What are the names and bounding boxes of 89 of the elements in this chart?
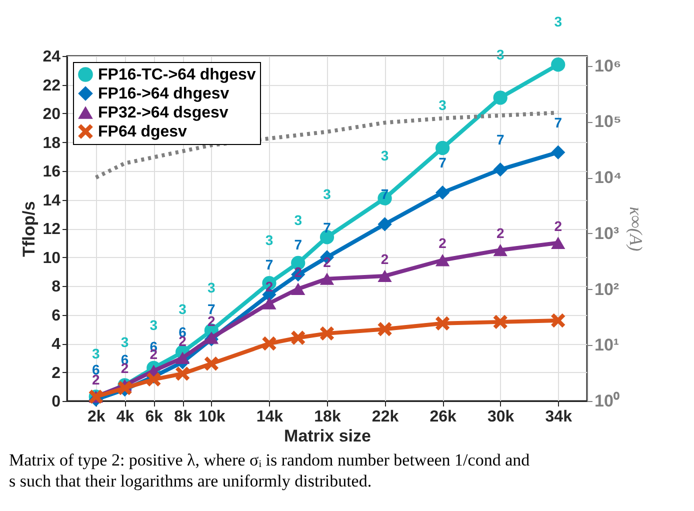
x-tick-label: 8k	[174, 408, 192, 426]
y2-tick-label: 10⁶	[594, 56, 622, 76]
point	[551, 58, 566, 72]
point	[262, 336, 276, 351]
point	[493, 244, 508, 256]
point	[320, 272, 334, 285]
point	[435, 254, 450, 266]
x-tick-label: 10k	[198, 408, 226, 426]
y-tick-label: 22	[42, 77, 61, 94]
point	[493, 314, 508, 330]
y2-tick-label: 10⁰	[594, 392, 620, 410]
x-tick-label: 2k	[87, 408, 106, 426]
annotation: 3	[294, 212, 302, 228]
point	[175, 366, 190, 381]
y-tick-label: 20	[42, 106, 61, 123]
point	[320, 326, 334, 341]
annotation: 2	[294, 264, 302, 280]
x-tick-label: 18k	[314, 408, 341, 426]
legend-label: FP16-TC->64 dhgesv	[98, 66, 256, 84]
x-tick-label: 34k	[545, 408, 572, 426]
annotation: 3	[92, 346, 100, 362]
y-tick-label: 10	[42, 250, 61, 267]
y2-tick-label: 10³	[594, 224, 620, 243]
x-tick-label: 30k	[487, 408, 514, 426]
y-tick-label: 4	[52, 336, 61, 353]
x-tick-label: 4k	[116, 408, 134, 426]
point	[378, 322, 392, 336]
y-tick-label: 8	[52, 278, 61, 296]
point	[378, 217, 392, 232]
point	[378, 270, 392, 282]
point	[493, 90, 508, 105]
y-tick-label: 14	[42, 192, 61, 210]
y-tick-label: 2	[52, 364, 61, 382]
annotation: 2	[380, 250, 389, 267]
point	[551, 145, 566, 160]
y2-tick-label: 10⁴	[594, 168, 622, 188]
legend-label: FP64 dgesv	[98, 124, 188, 140]
point	[262, 297, 276, 310]
point	[175, 352, 190, 364]
point	[435, 140, 450, 156]
y-tick-label: 12	[42, 221, 61, 238]
annotation: 2	[554, 218, 562, 234]
annotation: 3	[178, 301, 187, 318]
annotation: 3	[554, 14, 562, 30]
y-tick-label: 6	[52, 307, 61, 324]
y-tick-label: 18	[42, 134, 61, 152]
point	[435, 185, 450, 200]
text: s such that their logarithms are uniformly distributed.	[9, 472, 372, 490]
x-tick-label: 6k	[145, 408, 164, 426]
annotation: 7	[554, 114, 562, 130]
annotation: 7	[265, 256, 274, 273]
point	[291, 282, 306, 295]
annotation: 3	[265, 232, 274, 248]
point	[435, 316, 450, 330]
y2-tick-label: 10⁵	[594, 112, 622, 132]
legend-label: FP16->64 dhgesv	[98, 86, 230, 102]
annotation: 7	[438, 154, 447, 171]
annotation: 2	[265, 278, 274, 294]
x-axis-title: Matrix size	[284, 426, 371, 446]
annotation: 3	[120, 334, 129, 350]
y2-tick-label: 10¹	[594, 336, 620, 355]
y-tick-label: 24	[42, 48, 61, 66]
y2-axis-title: κ∞(A)	[626, 206, 646, 252]
y-axis-title: Tflop/s	[20, 201, 39, 257]
annotation: 7	[496, 132, 504, 148]
annotation: 2	[496, 225, 504, 242]
annotation: 3	[380, 147, 389, 164]
text: Matrix of type 2: positive λ, where σᵢ is random number between 1/cond and	[9, 450, 530, 470]
annotation: 3	[323, 186, 332, 202]
annotation: 3	[438, 97, 447, 113]
point	[551, 236, 566, 249]
y-tick-label: 0	[52, 394, 61, 410]
annotation: 3	[150, 316, 158, 333]
annotation: 3	[208, 280, 216, 296]
point	[291, 330, 306, 345]
legend-label: FP32->64 dsgesv	[98, 104, 228, 122]
annotation: 7	[294, 236, 302, 252]
annotation: 2	[438, 235, 447, 252]
point	[204, 356, 219, 371]
point	[204, 332, 219, 344]
point	[146, 372, 161, 387]
annotation: 7	[208, 301, 216, 318]
x-tick-label: 22k	[372, 408, 399, 426]
point	[493, 162, 508, 177]
y-tick-label: 16	[42, 164, 61, 180]
point	[551, 313, 566, 328]
y2-tick-label: 10²	[594, 280, 620, 299]
x-tick-label: 26k	[430, 408, 456, 426]
x-tick-label: 14k	[256, 408, 284, 426]
